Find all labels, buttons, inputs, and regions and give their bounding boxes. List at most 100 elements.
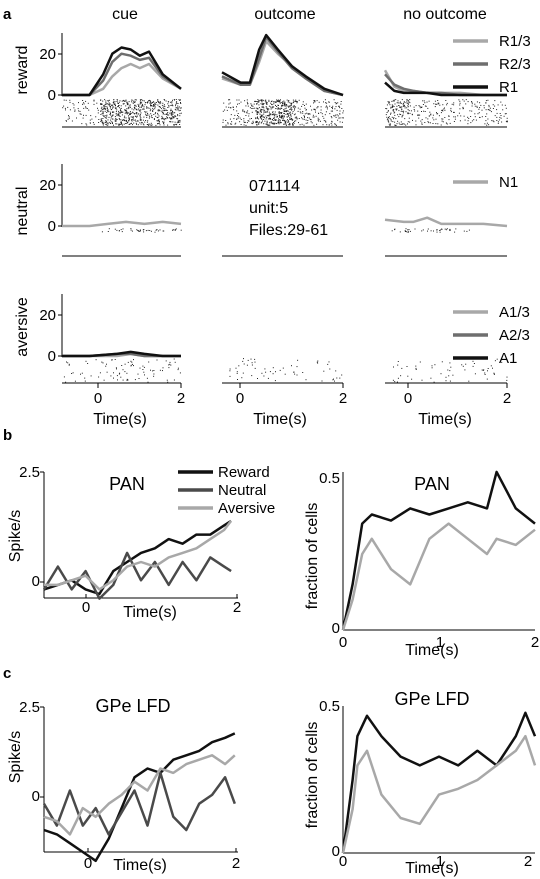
raster-spike xyxy=(292,123,293,125)
raster-spike xyxy=(391,104,393,106)
raster-spike xyxy=(266,102,268,104)
raster-spike xyxy=(391,100,393,102)
raster-spike xyxy=(272,106,274,108)
raster-spike xyxy=(465,103,467,105)
raster-spike xyxy=(285,111,287,112)
raster-spike xyxy=(441,361,443,363)
raster-spike xyxy=(426,101,428,103)
raster-spike xyxy=(130,112,132,114)
raster-spike xyxy=(499,116,501,118)
raster-spike xyxy=(288,106,290,108)
raster-spike xyxy=(400,114,402,115)
raster-spike xyxy=(236,99,238,101)
raster-spike xyxy=(280,99,281,101)
raster-spike xyxy=(235,367,237,369)
raster-spike xyxy=(439,104,441,106)
raster-spike xyxy=(110,117,112,119)
raster-spike xyxy=(261,101,263,103)
raster-spike xyxy=(246,364,248,366)
y-axis-label: Spike/s xyxy=(7,731,24,783)
raster-spike xyxy=(107,103,109,105)
raster-spike xyxy=(496,120,498,121)
raster-spike xyxy=(417,114,419,116)
column-title-no-outcome: no outcome xyxy=(403,6,487,23)
raster-spike xyxy=(93,100,95,102)
raster-spike xyxy=(334,124,336,126)
raster-spike xyxy=(85,114,87,116)
raster-spike xyxy=(80,113,82,115)
legend-label: R2/3 xyxy=(499,56,531,73)
raster-spike xyxy=(126,119,127,121)
raster-spike xyxy=(104,99,106,101)
raster-spike xyxy=(446,123,448,125)
raster-spike xyxy=(119,115,121,117)
raster-spike xyxy=(302,103,304,105)
raster-spike xyxy=(429,122,431,124)
raster-spike xyxy=(303,119,305,120)
raster-spike xyxy=(417,110,419,112)
raster-spike xyxy=(283,113,285,115)
raster-spike xyxy=(256,124,257,126)
raster-spike xyxy=(108,121,110,123)
raster-spike xyxy=(237,115,238,116)
raster-spike xyxy=(98,122,100,123)
raster-spike xyxy=(504,104,506,106)
raster-spike xyxy=(162,230,164,232)
raster-spike xyxy=(444,107,445,109)
raster-spike xyxy=(282,105,284,107)
raster-spike xyxy=(506,376,508,378)
raster-spike xyxy=(177,115,179,117)
raster-spike xyxy=(134,108,136,109)
raster-spike xyxy=(331,121,333,123)
raster-spike xyxy=(140,119,142,121)
raster-spike xyxy=(168,106,170,108)
raster-spike xyxy=(279,369,281,371)
raster-spike xyxy=(98,119,100,120)
raster-spike xyxy=(77,108,79,110)
raster-spike xyxy=(174,229,176,230)
raster-spike xyxy=(284,108,286,110)
raster-spike xyxy=(82,103,83,105)
raster-spike xyxy=(407,106,409,108)
raster-spike xyxy=(81,372,83,374)
raster-spike xyxy=(464,369,466,371)
raster-spike xyxy=(459,108,461,110)
raster-spike xyxy=(176,118,178,120)
raster-spike xyxy=(430,230,432,232)
raster-spike xyxy=(151,102,153,103)
raster-spike xyxy=(114,228,116,230)
raster-spike xyxy=(445,100,447,101)
raster-spike xyxy=(443,108,445,110)
raster-spike xyxy=(301,117,303,119)
raster-spike xyxy=(466,230,468,232)
raster-spike xyxy=(157,100,159,102)
raster-spike xyxy=(267,377,269,379)
raster-spike xyxy=(170,118,172,120)
raster-spike xyxy=(237,379,238,380)
raster-spike xyxy=(120,107,122,109)
annotation-unit: unit:5 xyxy=(249,200,288,217)
raster-spike xyxy=(150,105,151,107)
raster-spike xyxy=(242,372,244,374)
raster-spike xyxy=(285,110,287,112)
raster-spike xyxy=(110,106,111,108)
raster-spike xyxy=(445,380,447,382)
raster-spike xyxy=(307,120,309,121)
raster-spike xyxy=(152,110,153,112)
raster-spike xyxy=(174,115,176,117)
raster-spike xyxy=(106,108,108,109)
raster-spike xyxy=(114,120,116,122)
raster-spike xyxy=(74,110,76,112)
raster-spike xyxy=(499,113,501,114)
raster-spike xyxy=(234,114,236,116)
raster-spike xyxy=(468,117,470,119)
raster-spike xyxy=(151,124,153,126)
raster-spike xyxy=(141,122,143,124)
raster-spike xyxy=(107,104,109,106)
series-line-aversive xyxy=(341,522,536,631)
raster-spike xyxy=(83,102,85,104)
raster-spike xyxy=(406,99,408,100)
raster-spike xyxy=(276,114,278,116)
raster-spike xyxy=(169,363,171,365)
raster-spike xyxy=(67,362,69,364)
